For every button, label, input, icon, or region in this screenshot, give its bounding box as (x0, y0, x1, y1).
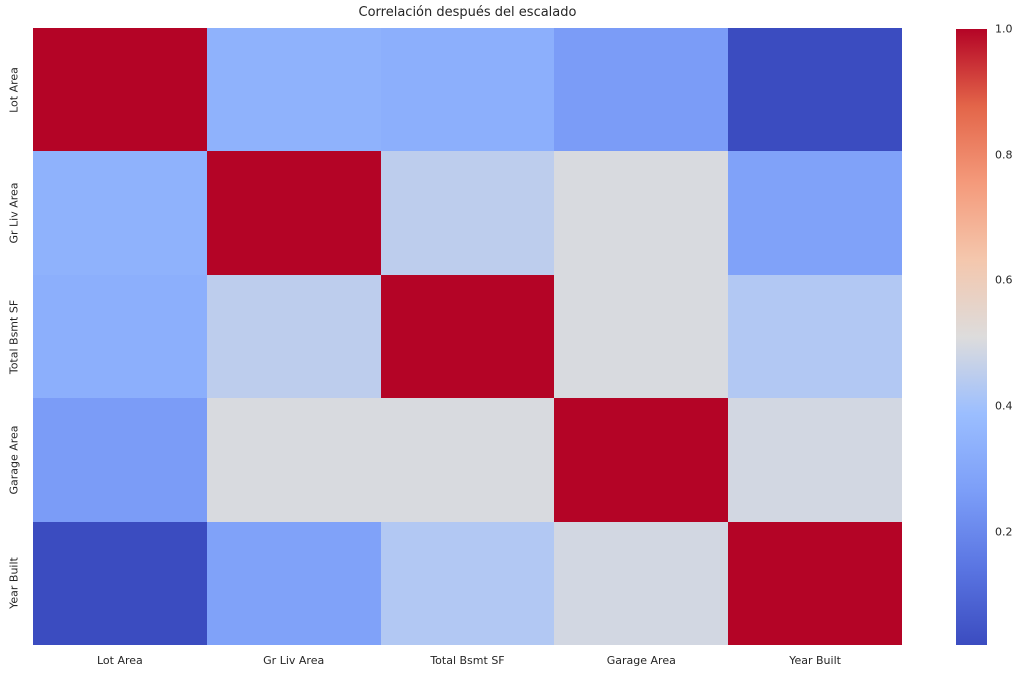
x-tick-label: Total Bsmt SF (430, 654, 505, 667)
heatmap-cell (206, 398, 381, 522)
heatmap-cell (33, 274, 207, 399)
y-tick-label: Lot Area (7, 66, 21, 113)
heatmap-cell (206, 521, 381, 645)
chart-title: Correlación después del escalado (358, 5, 577, 20)
heatmap-cell (554, 151, 729, 275)
heatmap-cell (728, 274, 902, 399)
x-tick-label: Garage Area (606, 654, 676, 667)
heatmap-cell (206, 28, 381, 152)
x-tick-label: Gr Liv Area (263, 654, 325, 667)
heatmap-cell (33, 398, 207, 522)
heatmap-cell (33, 151, 207, 275)
heatmap-cell (554, 274, 729, 399)
heatmap-cell (380, 28, 555, 152)
x-tick-label: Year Built (789, 654, 841, 667)
y-tick-label: Total Bsmt SF (7, 299, 21, 374)
heatmap-cell (33, 28, 207, 152)
colorbar-tick-label: 1.0 (995, 22, 1013, 36)
heatmap-cell (380, 398, 555, 522)
colorbar-tick-label: 0.6 (995, 273, 1013, 287)
x-tick-label: Lot Area (97, 654, 143, 667)
colorbar-tick-label: 0.8 (995, 148, 1013, 162)
heatmap-cell (206, 274, 381, 399)
heatmap-cell (380, 521, 555, 645)
y-tick-label: Year Built (7, 557, 21, 610)
heatmap-cell (554, 398, 729, 522)
heatmap-cell (554, 28, 729, 152)
heatmap-cell (728, 151, 902, 275)
colorbar-gradient (956, 29, 987, 645)
y-tick-label: Garage Area (7, 425, 21, 495)
heatmap-cell (728, 398, 902, 522)
x-axis-tick-labels: Lot Area Gr Liv Area Total Bsmt SF Garage A… (33, 654, 902, 667)
heatmap-cell (380, 151, 555, 275)
heatmap-cell (728, 521, 902, 645)
heatmap-cell (728, 28, 902, 152)
heatmap-cell (206, 151, 381, 275)
colorbar-tick-label: 0.4 (995, 399, 1013, 413)
heatmap-cell (380, 274, 555, 399)
heatmap-grid (33, 28, 902, 645)
heatmap-cell (33, 521, 207, 645)
y-tick-label: Gr Liv Area (7, 182, 21, 244)
heatmap-cell (554, 521, 729, 645)
colorbar-tick-label: 0.2 (995, 525, 1013, 539)
